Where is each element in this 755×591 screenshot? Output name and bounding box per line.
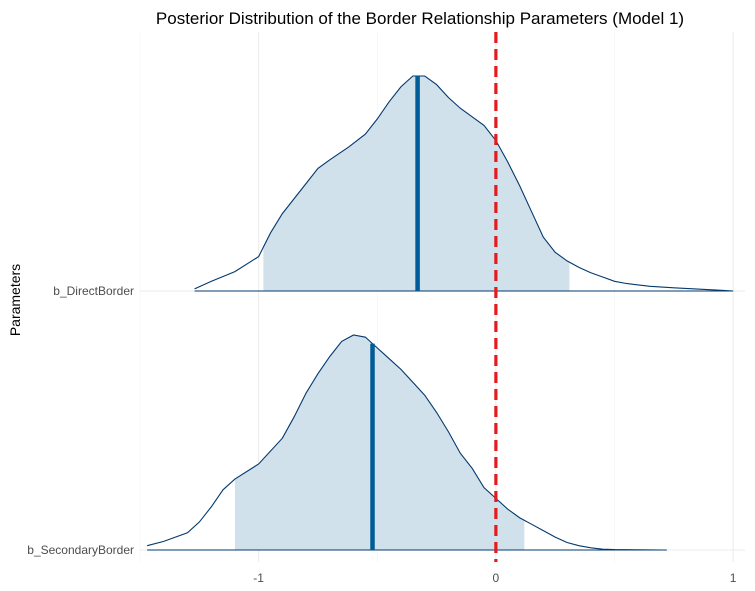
density-ridges — [146, 75, 734, 551]
y-axis-title: Parameters — [7, 264, 23, 336]
density-curve — [146, 334, 667, 551]
y-tick-labels: b_DirectBorder b_SecondaryBorder — [27, 284, 134, 557]
chart-title: Posterior Distribution of the Border Rel… — [156, 9, 684, 28]
x-tick-label: 1 — [730, 571, 737, 585]
y-tick-label: b_SecondaryBorder — [27, 543, 134, 557]
x-tick-label: 0 — [493, 571, 500, 585]
x-tick-labels: -1 0 1 — [253, 571, 737, 585]
density-curve — [194, 75, 734, 292]
x-tick-label: -1 — [253, 571, 264, 585]
credible-interval-area — [234, 335, 525, 550]
y-tick-label: b_DirectBorder — [53, 284, 134, 298]
